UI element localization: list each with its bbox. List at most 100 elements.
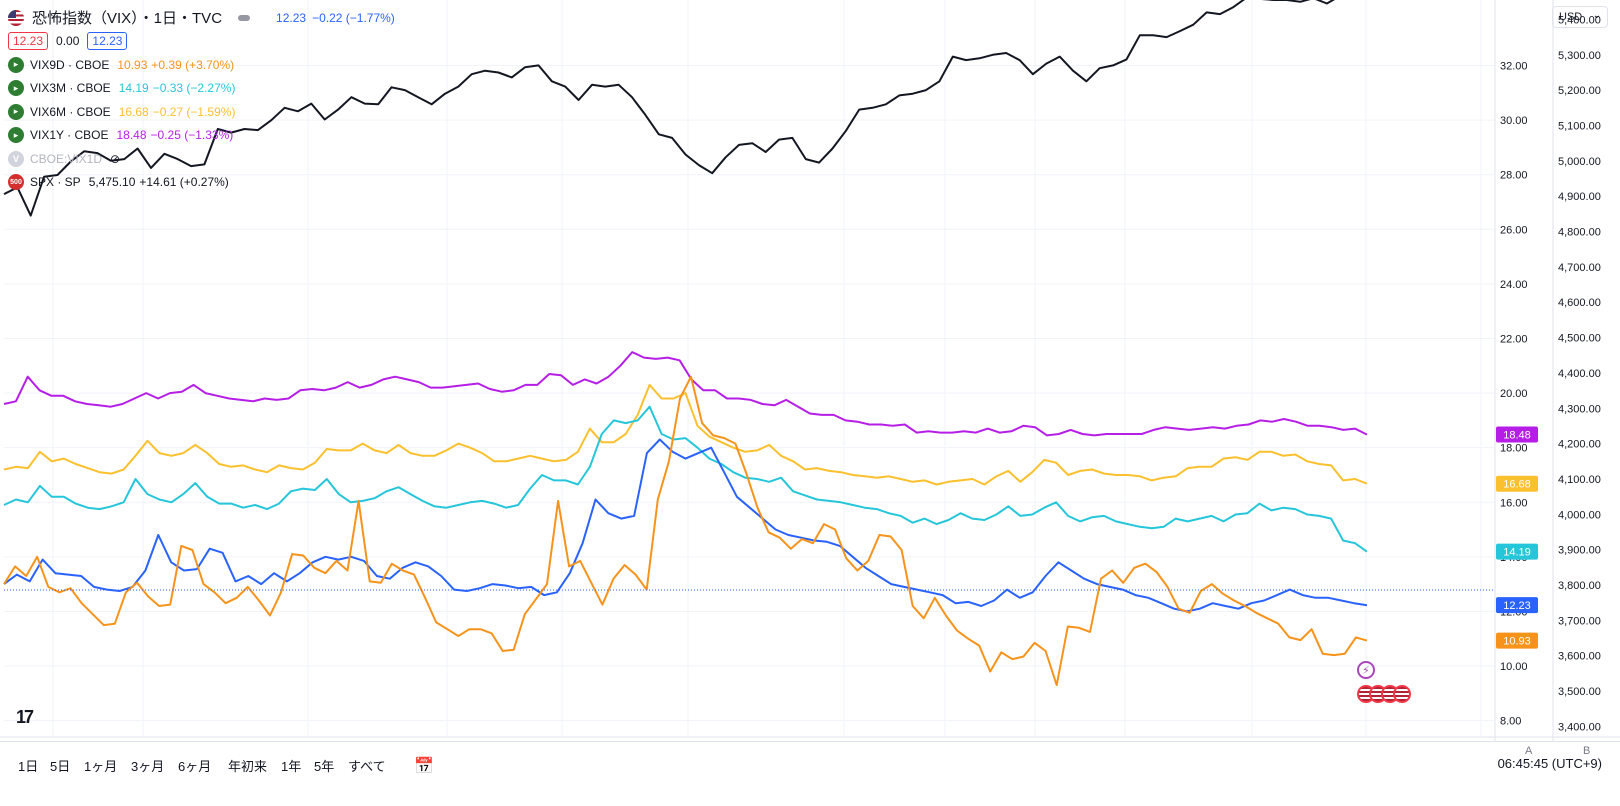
cboe-icon: ▸ bbox=[8, 103, 24, 120]
bid-box[interactable]: 12.23 bbox=[8, 32, 49, 51]
last-value-text: 14.19 bbox=[1503, 547, 1531, 559]
left-axis-tick: 18.00 bbox=[1500, 443, 1528, 455]
legend-row[interactable]: ▸ VIX6M · CBOE 16.68 −0.27 (−1.59%) bbox=[8, 100, 395, 124]
last-value-badge bbox=[1496, 597, 1538, 614]
right-axis-tick: 4,500.00 bbox=[1558, 333, 1601, 345]
right-axis-tick: 3,700.00 bbox=[1558, 615, 1601, 627]
right-axis-tick: 4,800.00 bbox=[1558, 227, 1601, 239]
legend-row[interactable]: ▸ VIX3M · CBOE 14.19 −0.33 (−2.27%) bbox=[8, 77, 395, 101]
ask-box[interactable]: 12.23 bbox=[87, 32, 128, 51]
auto-scale-toggle[interactable]: A bbox=[1525, 745, 1533, 757]
range-button[interactable]: 年初来 bbox=[228, 759, 268, 774]
main-symbol-change: −0.22 (−1.77%) bbox=[312, 10, 395, 25]
market-status-icon[interactable] bbox=[238, 14, 251, 21]
currency-selector[interactable]: USD ⌄ bbox=[1552, 6, 1608, 28]
main-symbol-title[interactable]: 恐怖指数（VIX）・1日・TVC bbox=[32, 10, 223, 28]
right-axis-tick: 4,100.00 bbox=[1558, 474, 1601, 486]
legend-value: 10.93 bbox=[117, 57, 148, 72]
last-value-badge bbox=[1496, 543, 1538, 560]
legend-row[interactable]: V CBOE:VIX1D ⊘ bbox=[8, 147, 395, 171]
last-value-text: 10.93 bbox=[1503, 636, 1531, 648]
range-button[interactable]: 1ヶ月 bbox=[84, 759, 118, 774]
right-axis-tick: 3,500.00 bbox=[1558, 686, 1601, 698]
legend-symbol[interactable]: CBOE:VIX1D bbox=[30, 151, 103, 166]
clock[interactable]: 06:45:45 (UTC+9) bbox=[1497, 756, 1602, 771]
legend-value: 5,475.10 bbox=[88, 175, 136, 190]
hidden-eye-icon[interactable]: ⊘ bbox=[110, 151, 121, 166]
axis-mode-toggle[interactable]: B bbox=[1583, 745, 1591, 757]
price-axis-vix: 8.0010.0012.0014.0016.0018.0020.0022.002… bbox=[1500, 61, 1528, 728]
right-axis-tick: 3,800.00 bbox=[1558, 580, 1601, 592]
range-button[interactable]: 3ヶ月 bbox=[131, 759, 165, 774]
bottom-toolbar: 1日 5日 1ヶ月 3ヶ月 6ヶ月 年初来 1年 5年 すべて 📅 06:45:45 (UTC+… bbox=[0, 741, 1620, 806]
legend-row[interactable]: ▸ VIX1Y · CBOE 18.48 −0.25 (−1.33%) bbox=[8, 124, 395, 148]
last-value-text: 18.48 bbox=[1503, 430, 1531, 442]
legend-row[interactable]: 500 SPX · SP 5,475.10 +14.61 (+0.27%) bbox=[8, 171, 395, 195]
legend-symbol[interactable]: VIX9D · CBOE bbox=[30, 57, 110, 72]
last-value-text: 12.23 bbox=[1503, 600, 1531, 612]
left-axis-tick: 32.00 bbox=[1500, 61, 1528, 73]
right-axis-tick: 5,300.00 bbox=[1558, 50, 1601, 62]
right-axis-tick: 4,300.00 bbox=[1558, 403, 1601, 415]
last-value-labels: 18.48 16.68 14.19 12.23 10.93 bbox=[1496, 426, 1538, 649]
range-button[interactable]: 5年 bbox=[314, 759, 335, 774]
economic-events[interactable] bbox=[1357, 685, 1411, 703]
right-axis-tick: 4,200.00 bbox=[1558, 439, 1601, 451]
date-range-calendar-icon[interactable]: 📅 bbox=[414, 758, 434, 775]
last-value-badge bbox=[1496, 426, 1538, 443]
range-button[interactable]: 6ヶ月 bbox=[178, 759, 212, 774]
series-line[interactable] bbox=[3, 351, 1368, 437]
main-symbol-row[interactable]: 恐怖指数（VIX）・1日・TVC 12.23 −0.22 (−1.77%) bbox=[8, 6, 395, 30]
legend-change: +0.39 (+3.70%) bbox=[151, 57, 235, 72]
symbol-v-icon: V bbox=[8, 150, 24, 167]
legend-symbol[interactable]: VIX3M · CBOE bbox=[30, 81, 111, 96]
flash-event-icon[interactable]: ⚡ bbox=[1357, 661, 1375, 679]
right-axis-tick: 5,200.00 bbox=[1558, 85, 1601, 97]
series-line[interactable] bbox=[3, 405, 1368, 553]
right-axis-tick: 4,400.00 bbox=[1558, 368, 1601, 380]
last-value-badge bbox=[1496, 632, 1538, 649]
us-event-flag-icon[interactable] bbox=[1393, 685, 1411, 703]
range-button[interactable]: すべて bbox=[348, 759, 386, 774]
series-line[interactable] bbox=[3, 375, 1368, 687]
cboe-icon: ▸ bbox=[8, 56, 24, 73]
right-axis-tick: 4,600.00 bbox=[1558, 297, 1601, 309]
left-axis-tick: 24.00 bbox=[1500, 279, 1528, 291]
left-axis-tick: 8.00 bbox=[1500, 716, 1521, 728]
legend-change: −0.33 (−2.27%) bbox=[152, 81, 236, 96]
left-axis-tick: 10.00 bbox=[1500, 661, 1528, 673]
series-line[interactable] bbox=[3, 0, 1367, 217]
currency-label: USD bbox=[1559, 11, 1583, 23]
tradingview-logo-icon[interactable]: 17 bbox=[16, 707, 34, 727]
right-axis-tick: 4,700.00 bbox=[1558, 262, 1601, 274]
series-line[interactable] bbox=[3, 383, 1368, 486]
chart-grid bbox=[0, 0, 1620, 741]
legend-symbol[interactable]: VIX1Y · CBOE bbox=[30, 128, 109, 143]
legend-row[interactable]: ▸ VIX9D · CBOE 10.93 +0.39 (+3.70%) bbox=[8, 53, 395, 77]
series-line[interactable] bbox=[3, 438, 1368, 613]
left-axis-tick: 28.00 bbox=[1500, 170, 1528, 182]
right-axis-tick: 3,600.00 bbox=[1558, 651, 1601, 663]
cboe-icon: ▸ bbox=[8, 80, 24, 97]
main-symbol-last: 12.23 bbox=[276, 10, 307, 25]
sp500-icon: 500 bbox=[8, 174, 24, 191]
legend-symbol[interactable]: VIX6M · CBOE bbox=[30, 104, 111, 119]
last-value-text: 16.68 bbox=[1503, 479, 1531, 491]
legend-symbol[interactable]: SPX · SP bbox=[30, 175, 81, 190]
range-button[interactable]: 1日 bbox=[18, 759, 39, 774]
left-axis-tick: 16.00 bbox=[1500, 497, 1528, 509]
range-button[interactable]: 1年 bbox=[281, 759, 302, 774]
legend-value: 18.48 bbox=[116, 128, 147, 143]
left-axis-tick: 30.00 bbox=[1500, 115, 1528, 127]
legend-change: −0.25 (−1.33%) bbox=[150, 128, 234, 143]
right-axis-tick: 3,900.00 bbox=[1558, 545, 1601, 557]
legend-value: 16.68 bbox=[118, 104, 149, 119]
ohlc-row: 12.23 0.00 12.23 bbox=[8, 30, 395, 54]
chart-canvas[interactable]: 8.0010.0012.0014.0016.0018.0020.0022.002… bbox=[0, 0, 1620, 741]
spread-value: 0.00 bbox=[56, 34, 80, 49]
right-axis-tick: 4,000.00 bbox=[1558, 509, 1601, 521]
cboe-icon: ▸ bbox=[8, 127, 24, 144]
chart-legend: 恐怖指数（VIX）・1日・TVC 12.23 −0.22 (−1.77%) 12… bbox=[8, 6, 395, 194]
right-axis-tick: 3,400.00 bbox=[1558, 721, 1601, 733]
range-button[interactable]: 5日 bbox=[50, 759, 71, 774]
